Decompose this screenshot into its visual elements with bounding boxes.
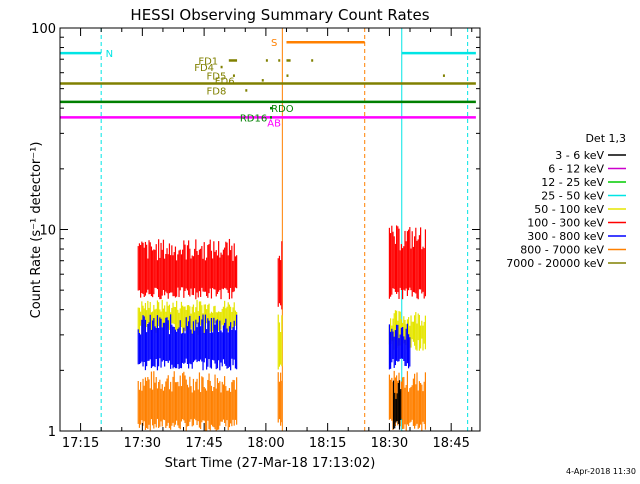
legend-label-4: 50 - 100 keV xyxy=(534,203,604,216)
y-tick-label-2: 100 xyxy=(31,22,56,37)
x-tick-label-5: 18:30 xyxy=(371,436,408,451)
legend-label-2: 12 - 25 keV xyxy=(541,176,604,189)
legend-label-8: 7000 - 20000 keV xyxy=(506,257,604,270)
x-axis-label: Start Time (27-Mar-18 17:13:02) xyxy=(165,456,376,471)
flag-label-fd4: FD4 xyxy=(194,63,214,74)
flag-label-fd5: FD5 xyxy=(207,72,227,83)
chart-title: HESSI Observing Summary Count Rates xyxy=(130,6,429,24)
legend-label-1: 6 - 12 keV xyxy=(548,163,604,176)
y-tick-label-0: 1 xyxy=(48,425,56,440)
x-tick-label-3: 18:00 xyxy=(247,436,284,451)
flag-label-fd6: FD6 xyxy=(215,76,235,87)
legend-label-5: 100 - 300 keV xyxy=(527,217,604,230)
plot-frame xyxy=(59,27,481,432)
y-axis-label: Count Rate (s⁻¹ detector⁻¹) xyxy=(29,142,44,319)
x-tick-label-0: 17:15 xyxy=(62,436,99,451)
flag-label-fd8: FD8 xyxy=(207,86,227,97)
flag-label-s: S xyxy=(271,38,277,49)
flag-label-ab: AB xyxy=(267,118,281,129)
x-tick-label-4: 18:15 xyxy=(309,436,346,451)
axis-layer: 17:15 17:30 17:45 18:00 18:15 18:30 18:45 1 10 10… xyxy=(31,22,480,451)
legend-label-0: 3 - 6 keV xyxy=(555,149,604,162)
legend-label-6: 300 - 800 keV xyxy=(527,230,604,243)
flag-label-rd16: RD16 xyxy=(240,113,267,124)
flag-label-n: N xyxy=(106,49,113,60)
legend-label-3: 25 - 50 keV xyxy=(541,190,604,203)
footer-timestamp: 4-Apr-2018 11:30 xyxy=(566,467,636,476)
legend-label-7: 800 - 7000 keV xyxy=(520,244,604,257)
x-tick-label-1: 17:30 xyxy=(124,436,161,451)
x-tick-label-6: 18:45 xyxy=(432,436,469,451)
flag-label-rdo: RDO xyxy=(271,104,294,115)
legend-title: Det 1,3 xyxy=(585,132,626,145)
y-tick-label-1: 10 xyxy=(39,224,56,239)
x-tick-label-2: 17:45 xyxy=(185,436,222,451)
flag-label-fd1: FD1 xyxy=(198,56,218,67)
